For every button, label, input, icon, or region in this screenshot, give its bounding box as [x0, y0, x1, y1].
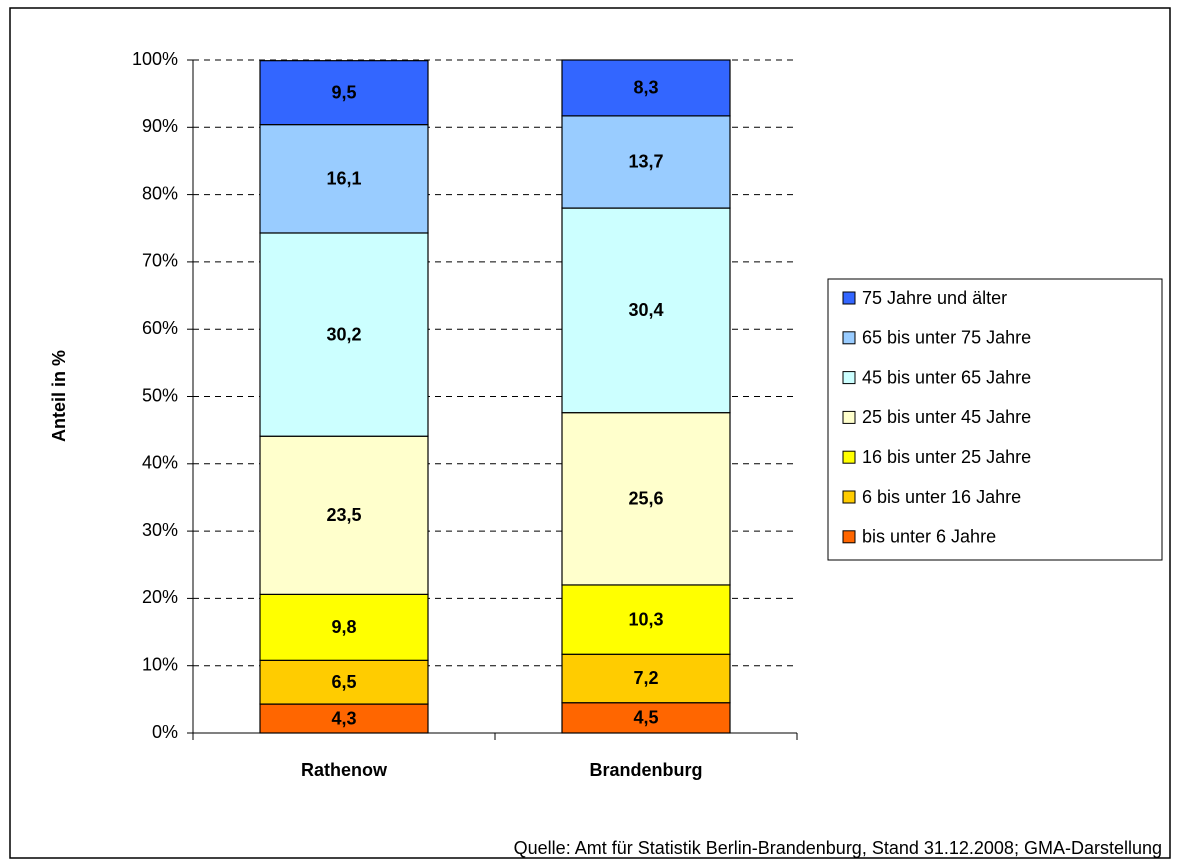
legend-swatch — [842, 450, 856, 464]
data-label: 4,5 — [633, 708, 658, 728]
bar-segment — [561, 207, 731, 414]
data-label: 8,3 — [633, 78, 658, 98]
y-tick-label: 40% — [142, 453, 178, 473]
legend-swatch — [842, 410, 856, 424]
y-tick-label: 0% — [152, 722, 178, 742]
x-tick-label: Rathenow — [301, 760, 388, 780]
legend-box — [827, 278, 1163, 561]
legend-swatch — [842, 291, 856, 305]
legend-label: 65 bis unter 75 Jahre — [862, 328, 1031, 348]
y-tick-label: 90% — [142, 116, 178, 136]
legend-label: 16 bis unter 25 Jahre — [862, 447, 1031, 467]
y-tick-label: 50% — [142, 385, 178, 405]
x-tick-label: Brandenburg — [589, 760, 702, 780]
legend-swatch — [842, 331, 856, 345]
legend-swatch — [842, 530, 856, 544]
bar-segment — [259, 435, 429, 595]
bar-segment — [259, 659, 429, 705]
source-note: Quelle: Amt für Statistik Berlin-Branden… — [514, 838, 1162, 858]
y-axis-title: Anteil in % — [49, 350, 69, 442]
data-label: 4,3 — [331, 708, 356, 728]
data-label: 30,2 — [326, 324, 361, 344]
data-label: 25,6 — [628, 489, 663, 509]
bar-segment — [259, 703, 429, 734]
data-label: 10,3 — [628, 609, 663, 629]
y-tick-label: 10% — [142, 654, 178, 674]
bar-segment — [259, 593, 429, 661]
bar-segment — [561, 59, 731, 117]
data-label: 23,5 — [326, 505, 361, 525]
legend-label: 25 bis unter 45 Jahre — [862, 407, 1031, 427]
legend-swatch — [842, 371, 856, 385]
y-tick-label: 70% — [142, 251, 178, 271]
legend-label: bis unter 6 Jahre — [862, 527, 996, 547]
data-label: 9,8 — [331, 617, 356, 637]
bar-segment — [561, 702, 731, 734]
data-label: 13,7 — [628, 152, 663, 172]
y-tick-label: 100% — [132, 49, 178, 69]
y-tick-label: 60% — [142, 318, 178, 338]
y-tick-label: 30% — [142, 520, 178, 540]
data-label: 7,2 — [633, 668, 658, 688]
bar-segment — [259, 124, 429, 234]
data-label: 30,4 — [628, 300, 663, 320]
y-tick-label: 80% — [142, 183, 178, 203]
bar-segment — [561, 412, 731, 586]
legend-swatch — [842, 490, 856, 504]
data-label: 9,5 — [331, 82, 356, 102]
bar-segment — [259, 232, 429, 437]
bar-segment — [561, 653, 731, 704]
bar-segment — [561, 584, 731, 655]
data-label: 16,1 — [326, 169, 361, 189]
y-tick-label: 20% — [142, 587, 178, 607]
legend-label: 75 Jahre und älter — [862, 288, 1007, 308]
bar-segment — [561, 115, 731, 209]
data-label: 6,5 — [331, 672, 356, 692]
legend-label: 45 bis unter 65 Jahre — [862, 367, 1031, 387]
bar-segment — [259, 60, 429, 126]
legend-label: 6 bis unter 16 Jahre — [862, 487, 1021, 507]
